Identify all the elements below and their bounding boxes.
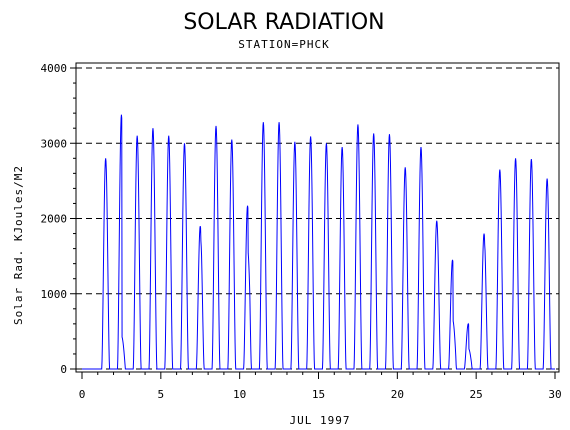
x-tick-label: 0 [79,388,86,401]
x-tick-label: 25 [470,388,483,401]
y-axis-label: Solar Rad. KJoules/M2 [12,165,25,325]
y-tick-label: 4000 [41,62,68,75]
x-tick-label: 20 [391,388,404,401]
series-group [82,114,555,370]
x-tick-label: 10 [233,388,246,401]
y-tick-label: 1000 [41,288,68,301]
x-tick-label: 5 [158,388,165,401]
plot-frame [75,62,560,373]
series-line [82,114,555,370]
x-axis-label: JUL 1997 [290,414,351,427]
x-tick-label: 30 [548,388,561,401]
y-tick-label: 3000 [41,137,68,150]
x-axis-ticks: 0 5 10 15 20 25 30 [79,372,562,401]
x-tick-label: 15 [312,388,325,401]
chart-title: SOLAR RADIATION [183,10,384,35]
chart-subtitle: STATION=PHCK [238,38,329,51]
y-axis-ticks: 0 1000 2000 3000 4000 [41,62,76,376]
y-tick-label: 0 [60,363,67,376]
y-tick-label: 2000 [41,213,68,226]
